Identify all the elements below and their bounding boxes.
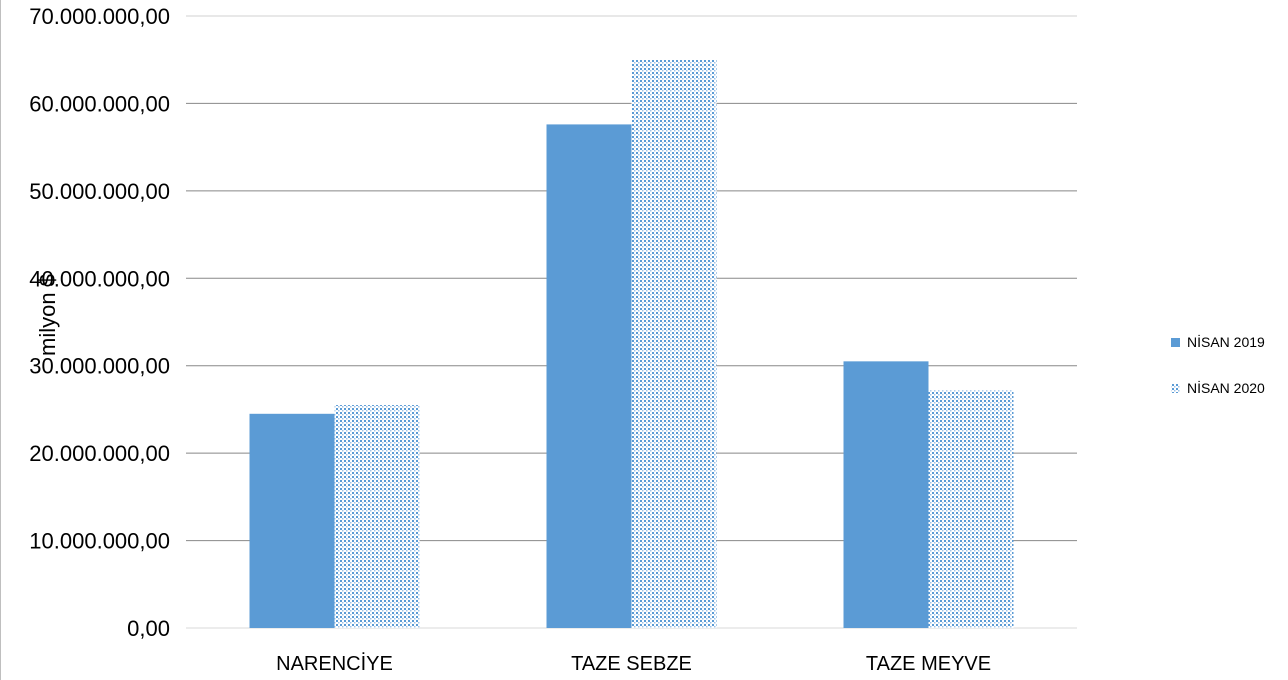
legend-label: NİSAN 2019 [1187, 333, 1265, 350]
bar-nisan-2020-2 [928, 390, 1014, 628]
y-tick-label: 30.000.000,00 [29, 354, 170, 379]
y-tick-label: 70.000.000,00 [29, 4, 170, 29]
y-axis-label: milyon $ [35, 274, 60, 356]
legend-label: NİSAN 2020 [1187, 379, 1265, 396]
x-category-label: TAZE MEYVE [866, 653, 991, 675]
x-category-label: TAZE SEBZE [571, 653, 692, 675]
y-tick-label: 10.000.000,00 [29, 529, 170, 554]
y-tick-label: 20.000.000,00 [29, 441, 170, 466]
y-axis-ticks: 0,00 10.000.000,00 20.000.000,00 30.000.000… [29, 4, 170, 641]
y-tick-label: 40.000.000,00 [29, 266, 170, 291]
bar-nisan-2019-2 [843, 361, 929, 628]
y-tick-label: 50.000.000,00 [29, 179, 170, 204]
x-category-label: NARENCİYE [276, 652, 393, 675]
bar-nisan-2019-0 [249, 413, 335, 628]
bar-nisan-2020-1 [631, 59, 717, 628]
legend: NİSAN 2019 NİSAN 2020 [1171, 333, 1265, 396]
chart-border [0, 0, 1, 680]
bar-nisan-2020-0 [334, 405, 420, 628]
y-tick-label: 0,00 [127, 616, 170, 641]
legend-swatch [1171, 338, 1180, 347]
legend-swatch [1171, 384, 1180, 393]
y-tick-label: 60.000.000,00 [29, 91, 170, 116]
bars [249, 59, 1014, 628]
bar-nisan-2019-1 [546, 124, 632, 628]
x-axis-categories: NARENCİYE TAZE SEBZE TAZE MEYVE [276, 652, 991, 675]
